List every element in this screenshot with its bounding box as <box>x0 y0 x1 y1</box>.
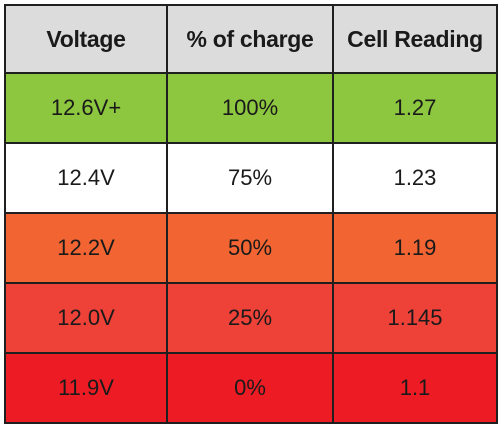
cell-reading: 1.145 <box>332 282 498 354</box>
cell-voltage: 12.6V+ <box>4 72 168 144</box>
cell-voltage: 12.4V <box>4 142 168 214</box>
table-header-row: Voltage % of charge Cell Reading <box>4 4 498 74</box>
table-row: 12.6V+ 100% 1.27 <box>4 72 498 144</box>
cell-voltage: 11.9V <box>4 352 168 424</box>
table-row: 12.4V 75% 1.23 <box>4 142 498 214</box>
table-row: 12.2V 50% 1.19 <box>4 212 498 284</box>
cell-voltage: 12.0V <box>4 282 168 354</box>
cell-percent-charge: 25% <box>166 282 334 354</box>
cell-reading: 1.19 <box>332 212 498 284</box>
cell-reading: 1.1 <box>332 352 498 424</box>
cell-percent-charge: 75% <box>166 142 334 214</box>
header-voltage: Voltage <box>4 4 168 74</box>
battery-charge-table: Voltage % of charge Cell Reading 12.6V+ … <box>4 4 498 424</box>
header-percent-charge: % of charge <box>166 4 334 74</box>
cell-reading: 1.23 <box>332 142 498 214</box>
cell-percent-charge: 100% <box>166 72 334 144</box>
table-row: 12.0V 25% 1.145 <box>4 282 498 354</box>
table-row: 11.9V 0% 1.1 <box>4 352 498 424</box>
cell-voltage: 12.2V <box>4 212 168 284</box>
header-cell-reading: Cell Reading <box>332 4 498 74</box>
cell-percent-charge: 0% <box>166 352 334 424</box>
cell-percent-charge: 50% <box>166 212 334 284</box>
cell-reading: 1.27 <box>332 72 498 144</box>
